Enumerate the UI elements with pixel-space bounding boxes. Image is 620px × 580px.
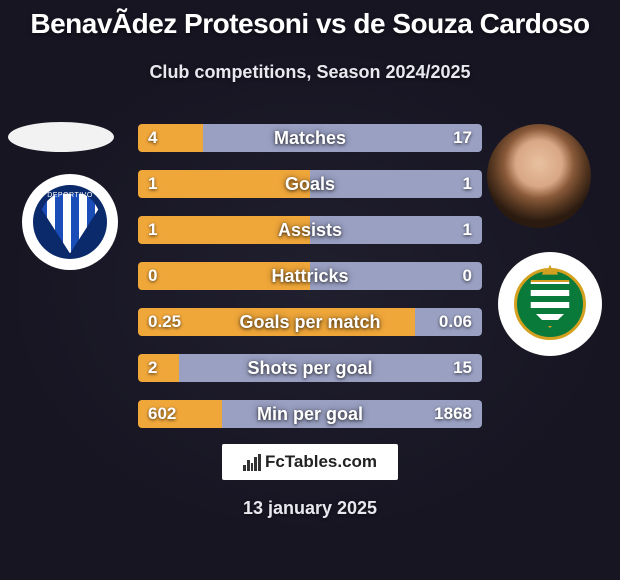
stat-row: Assists1 1 — [138, 216, 482, 244]
player-right-avatar — [487, 124, 591, 228]
stat-value-right: 1 — [453, 216, 482, 244]
stat-row: Min per goal6021868 — [138, 400, 482, 428]
stat-value-right: 1 — [453, 170, 482, 198]
club-right-badge — [498, 252, 602, 356]
player-photo-placeholder — [487, 124, 591, 228]
stats-bar-list: Matches417Goals11Assists11Hattricks00Goa… — [138, 124, 482, 446]
stat-label: Goals — [138, 170, 482, 198]
stat-value-left: 4 — [138, 124, 167, 152]
snapshot-date: 13 january 2025 — [0, 498, 620, 519]
stat-value-right: 15 — [443, 354, 482, 382]
page-title: BenavÃ­dez Protesoni vs de Souza Cardoso — [0, 8, 620, 40]
stat-value-left: 0.25 — [138, 308, 191, 336]
stat-row: Matches4 17 — [138, 124, 482, 152]
stat-row: Goals per match0.250.06 — [138, 308, 482, 336]
stat-value-left: 1 — [138, 216, 167, 244]
stat-label: Shots per goal — [138, 354, 482, 382]
stat-value-right: 0.06 — [429, 308, 482, 336]
player-left-avatar — [8, 122, 114, 152]
bar-chart-icon — [243, 453, 261, 471]
comparison-card: BenavÃ­dez Protesoni vs de Souza Cardoso… — [0, 0, 620, 580]
stat-value-right: 0 — [453, 262, 482, 290]
stat-value-left: 602 — [138, 400, 186, 428]
stat-value-left: 0 — [138, 262, 167, 290]
club-left-badge — [22, 174, 118, 270]
logo-text: FcTables.com — [265, 452, 377, 472]
alaves-crest-icon — [33, 185, 108, 260]
stat-row: Goals1 1 — [138, 170, 482, 198]
stat-value-right: 1868 — [424, 400, 482, 428]
stat-value-left: 2 — [138, 354, 167, 382]
stat-value-right: 17 — [443, 124, 482, 152]
stat-row: Hattricks0 0 — [138, 262, 482, 290]
betis-crest-icon — [514, 268, 587, 341]
stat-label: Matches — [138, 124, 482, 152]
stat-row: Shots per goal2 15 — [138, 354, 482, 382]
season-subtitle: Club competitions, Season 2024/2025 — [0, 62, 620, 83]
fctables-logo: FcTables.com — [222, 444, 398, 480]
stat-label: Assists — [138, 216, 482, 244]
stat-value-left: 1 — [138, 170, 167, 198]
stat-label: Hattricks — [138, 262, 482, 290]
